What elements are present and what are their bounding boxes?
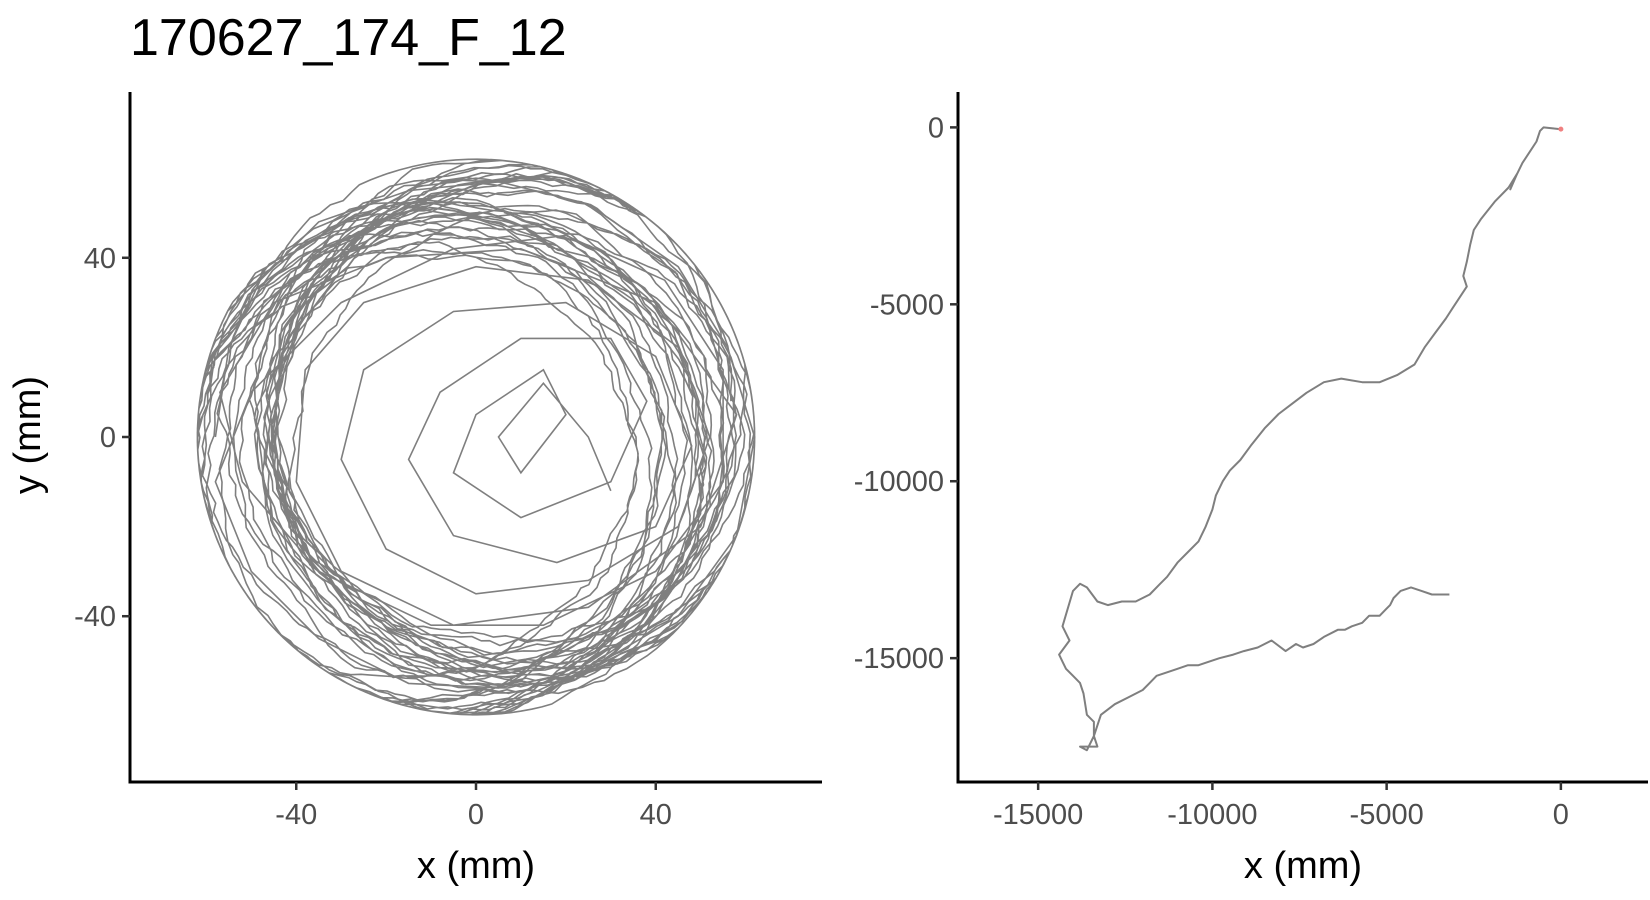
left-y-tick-label: -40	[74, 601, 116, 633]
left-y-tick-label: 40	[84, 243, 116, 275]
right-y-tick-label: 0	[928, 112, 944, 144]
right-x-axis-title: x (mm)	[1244, 845, 1362, 887]
left-x-axis-title: x (mm)	[417, 845, 535, 887]
right-x-tick-label: -15000	[993, 799, 1083, 831]
arena-trajectory-sample-line	[214, 180, 756, 689]
right-y-tick-label: -10000	[854, 466, 944, 498]
arena-trajectory-line	[196, 158, 756, 716]
left-trajectory-group	[196, 158, 756, 716]
right-x-tick-label: -5000	[1350, 799, 1424, 831]
right-y-tick-label: -5000	[870, 289, 944, 321]
left-x-tick-label: -40	[275, 799, 317, 831]
right-trajectory-group	[1058, 126, 1564, 752]
left-y-tick-label: 0	[100, 422, 116, 454]
left-y-axis-title: y (mm)	[7, 376, 49, 494]
left-x-tick-label: 40	[640, 799, 672, 831]
cumulative-path-line	[1058, 126, 1562, 752]
plot-title: 170627_174_F_12	[130, 9, 567, 67]
path-start-marker	[1558, 126, 1564, 132]
left-tick-group: -40 0 40 -40 0 40	[74, 243, 672, 831]
right-tick-group: -15000 -10000 -5000 0 0 -5000 -10000 -15000	[854, 112, 1569, 831]
left-x-tick-label: 0	[468, 799, 484, 831]
right-axes	[956, 92, 1648, 784]
right-x-tick-label: 0	[1553, 799, 1569, 831]
right-x-tick-label: -10000	[1167, 799, 1257, 831]
right-y-tick-label: -15000	[854, 643, 944, 675]
